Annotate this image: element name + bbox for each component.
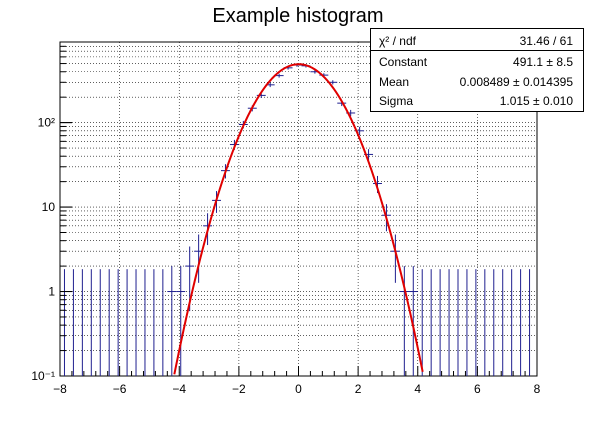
stats-row-constant: Constant 491.1 ± 8.5 [371, 52, 583, 72]
y-tick-labels: 10⁻¹ 1 10 10² [31, 116, 55, 383]
x-tick-label: 6 [474, 382, 481, 396]
fit-stats-box: χ² / ndf 31.46 / 61 Constant 491.1 ± 8.5… [370, 28, 584, 112]
x-tick-label: 8 [534, 382, 541, 396]
x-tick-label: −6 [113, 382, 127, 396]
y-tick-label: 10 [42, 200, 56, 214]
y-tick-label: 1 [48, 285, 55, 299]
histogram-bins [167, 63, 418, 376]
x-tick-label: 2 [355, 382, 362, 396]
x-tick-label: 4 [414, 382, 421, 396]
fit-curve [173, 63, 424, 375]
chart-title: Example histogram [212, 5, 383, 27]
stats-value: 0.008489 ± 0.014395 [459, 75, 573, 89]
empty-bin-error-bars [63, 269, 531, 376]
histogram-bin [399, 266, 409, 376]
stats-label: χ² / ndf [379, 34, 416, 48]
stats-divider [371, 50, 583, 51]
x-tick-label: −4 [172, 382, 186, 396]
stats-row-mean: Mean 0.008489 ± 0.014395 [371, 72, 583, 92]
stats-row-sigma: Sigma 1.015 ± 0.010 [371, 91, 583, 111]
x-tick-label: 0 [295, 382, 302, 396]
stats-value: 1.015 ± 0.010 [499, 94, 573, 108]
stats-label: Sigma [379, 94, 414, 108]
y-tick-label: 10² [38, 116, 55, 130]
stats-value: 31.46 / 61 [519, 34, 573, 48]
histogram-bin [408, 266, 418, 376]
stats-label: Constant [379, 55, 428, 69]
stats-row-chi2: χ² / ndf 31.46 / 61 [371, 31, 583, 51]
stats-label: Mean [379, 75, 410, 89]
y-tick-label: 10⁻¹ [31, 369, 55, 383]
x-tick-labels: −8 −6 −4 −2 0 2 4 6 8 [53, 382, 541, 396]
histogram-bin [167, 266, 177, 376]
histogram-bin [176, 266, 186, 376]
axis-ticks [59, 45, 538, 376]
stats-value: 491.1 ± 8.5 [513, 55, 573, 69]
gaussian-fit [173, 63, 424, 375]
x-tick-label: −2 [232, 382, 246, 396]
x-tick-label: −8 [53, 382, 67, 396]
